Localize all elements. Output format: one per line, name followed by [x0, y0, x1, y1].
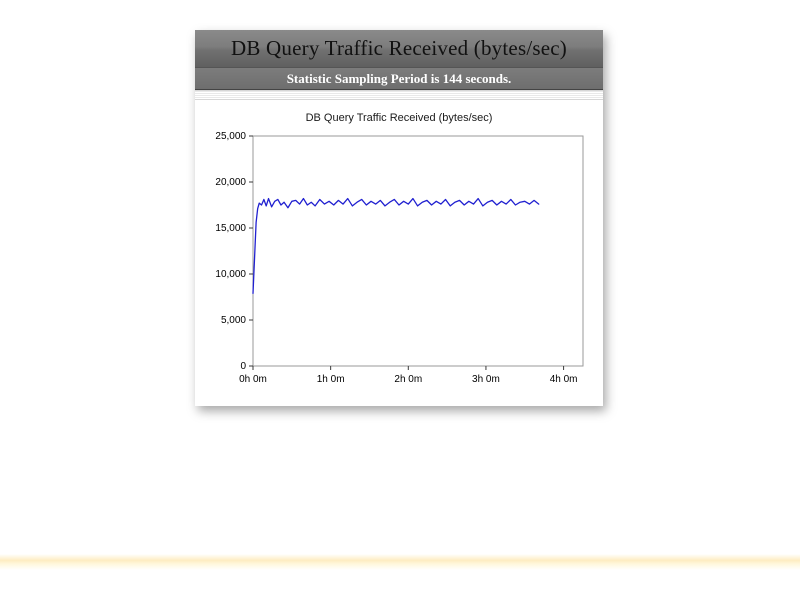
separator-strip: [195, 90, 603, 100]
title-bar: DB Query Traffic Received (bytes/sec): [195, 30, 603, 68]
y-tick-label: 20,000: [215, 177, 246, 188]
y-tick-label: 0: [240, 361, 246, 372]
monitor-panel: DB Query Traffic Received (bytes/sec) St…: [195, 30, 603, 406]
x-tick-label: 4h 0m: [550, 374, 578, 385]
x-tick-label: 2h 0m: [394, 374, 422, 385]
y-tick-label: 25,000: [215, 131, 246, 142]
traffic-line-chart: 0 5,000 10,000 15,000 20,000 25,000 0h 0m 1h 0m…: [205, 130, 593, 394]
chart-title: DB Query Traffic Received (bytes/sec): [205, 112, 593, 124]
panel-title: DB Query Traffic Received (bytes/sec): [231, 36, 567, 61]
y-tick-label: 10,000: [215, 269, 246, 280]
chart-container: DB Query Traffic Received (bytes/sec) 0 5…: [195, 100, 603, 406]
chart-bg: [205, 130, 593, 394]
y-tick-label: 5,000: [221, 315, 246, 326]
x-tick-label: 3h 0m: [472, 374, 500, 385]
x-tick-label: 1h 0m: [317, 374, 345, 385]
panel-subtitle: Statistic Sampling Period is 144 seconds…: [287, 71, 512, 87]
slide-gradient-band: [0, 554, 800, 570]
subtitle-bar: Statistic Sampling Period is 144 seconds…: [195, 68, 603, 90]
x-tick-label: 0h 0m: [239, 374, 267, 385]
y-tick-label: 15,000: [215, 223, 246, 234]
